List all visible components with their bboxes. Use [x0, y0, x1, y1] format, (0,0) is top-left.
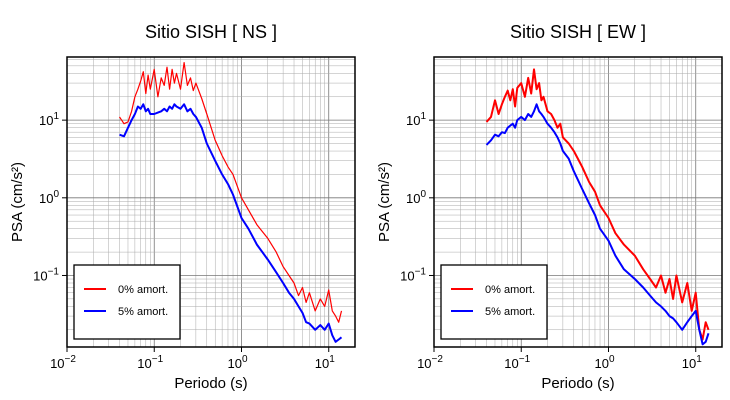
x-axis-label: Periodo (s): [541, 375, 614, 392]
y-tick-label: 100: [406, 189, 426, 206]
legend-label: 0% amort.: [118, 284, 168, 296]
chart-title: Sitio SISH [ NS ]: [145, 22, 277, 42]
legend-label: 5% amort.: [485, 306, 535, 318]
x-tick-label: 100: [594, 354, 614, 371]
y-tick-label: 10−1: [33, 266, 59, 283]
x-tick-label: 10−1: [504, 354, 530, 371]
grid-lines: [66, 57, 356, 347]
series-line-undamped: [118, 61, 343, 323]
x-axis-label: Periodo (s): [174, 375, 247, 392]
series-line-damped: [119, 103, 343, 343]
series-line-damped: [485, 103, 710, 346]
grid-lines: [433, 57, 723, 347]
y-axis-label: PSA (cm/s²): [376, 162, 393, 242]
legend-box: [440, 264, 548, 340]
x-tick-label: 101: [682, 354, 702, 371]
y-tick-label: 101: [406, 111, 426, 128]
plot-frame: [66, 56, 356, 348]
chart-panel-1: Sitio SISH [ NS ] 10−2 10−1 100 101 10−1 100 10…: [9, 22, 356, 392]
x-tick-label: 100: [227, 354, 247, 371]
y-tick-label: 10−1: [400, 266, 426, 283]
legend-label: 5% amort.: [118, 306, 168, 318]
x-tick-label: 10−2: [50, 354, 76, 371]
legend-label: 0% amort.: [485, 284, 535, 296]
y-axis-label: PSA (cm/s²): [9, 162, 26, 242]
chart-title: Sitio SISH [ EW ]: [510, 22, 646, 42]
y-tick-label: 101: [39, 111, 59, 128]
legend-box: [73, 264, 181, 340]
y-tick-label: 100: [39, 189, 59, 206]
x-tick-label: 101: [315, 354, 335, 371]
chart-panel-2: Sitio SISH [ EW ] 10−2 10−1 100 101 10−1 100 10…: [376, 22, 723, 392]
x-tick-label: 10−2: [417, 354, 443, 371]
legend: 0% amort. 5% amort.: [440, 264, 548, 340]
plot-frame: [433, 56, 723, 348]
x-tick-label: 10−1: [137, 354, 163, 371]
legend: 0% amort. 5% amort.: [73, 264, 181, 340]
series-line-undamped: [485, 68, 710, 341]
